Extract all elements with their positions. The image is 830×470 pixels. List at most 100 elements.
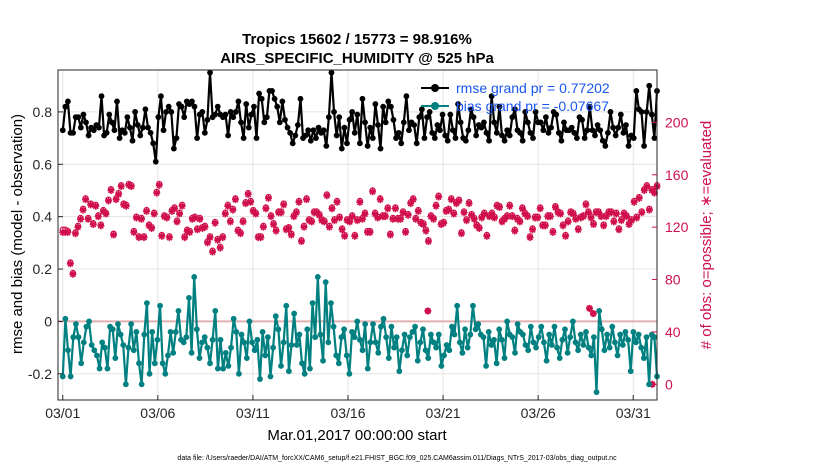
obs-possible-point: [295, 197, 303, 205]
rmse-point: [75, 114, 82, 121]
rmse-point: [152, 158, 159, 165]
obs-evaluated-point: [214, 236, 222, 244]
obs-evaluated-point: [556, 210, 564, 218]
bias-point: [404, 352, 411, 359]
obs-possible-point: [536, 204, 544, 211]
obs-possible-point: [214, 235, 221, 243]
obs-possible-point: [117, 182, 125, 189]
obs-evaluated-point: [625, 221, 633, 229]
x-tick-label: 03/26: [521, 405, 556, 421]
obs-possible-point: [204, 238, 211, 245]
bias-point: [146, 370, 153, 377]
bias-point: [451, 331, 458, 338]
obs-evaluated-point: [244, 190, 252, 198]
bias-point: [254, 336, 261, 343]
bias-point: [514, 321, 521, 327]
obs-possible-point: [130, 227, 138, 235]
obs-evaluated-point: [117, 183, 125, 191]
rmse-point: [532, 109, 539, 115]
obs-evaluated-point: [295, 198, 303, 206]
rmse-point: [274, 103, 281, 110]
obs-possible-point: [382, 212, 389, 219]
rmse-point: [85, 132, 92, 139]
obs-evaluated-point: [186, 228, 194, 236]
obs-possible-point: [481, 209, 488, 216]
bias-point: [370, 321, 376, 327]
rmse-point: [491, 119, 498, 126]
obs-evaluated-point: [82, 196, 90, 204]
obs-evaluated-point: [526, 234, 534, 242]
bias-point: [399, 347, 405, 354]
rmse-point: [65, 98, 71, 105]
obs-evaluated-point: [178, 202, 186, 210]
obs-evaluated-point: [430, 215, 438, 223]
obs-possible-point: [74, 222, 82, 230]
obs-possible-point: [491, 213, 498, 220]
obs-evaluated-point: [79, 206, 87, 214]
obs-possible-point: [562, 231, 569, 239]
obs-possible-point: [519, 204, 526, 211]
plot-area-frame: [57, 69, 658, 401]
obs-evaluated-point: [104, 197, 112, 205]
rmse-point: [320, 127, 327, 134]
obs-possible-point: [379, 212, 386, 219]
rmse-point: [302, 132, 309, 139]
bias-point: [99, 339, 106, 346]
bias-point: [391, 344, 397, 351]
obs-possible-point: [455, 196, 463, 203]
rmse-point: [506, 132, 513, 139]
obs-possible-point: [229, 205, 237, 213]
bias-point: [291, 310, 298, 317]
obs-possible-point: [496, 202, 503, 210]
rmse-point: [643, 109, 650, 115]
obs-evaluated-point: [341, 232, 349, 240]
bias-point: [575, 347, 582, 354]
obs-evaluated-point: [465, 200, 473, 208]
obs-possible-point: [509, 212, 516, 219]
bias-point: [459, 349, 466, 356]
rmse-point: [253, 135, 260, 141]
obs-evaluated-point: [585, 304, 593, 312]
bias-point: [272, 313, 279, 320]
rmse-point: [465, 127, 472, 134]
rmse-point: [385, 98, 392, 105]
obs-evaluated-point: [272, 227, 280, 235]
rmse-point: [548, 124, 554, 131]
bias-point: [330, 323, 337, 330]
obs-possible-point: [176, 209, 183, 216]
bias-point: [393, 334, 400, 341]
obs-evaluated-point: [470, 215, 478, 223]
obs-possible-point: [376, 195, 384, 202]
bias-point: [136, 360, 142, 367]
rmse-point: [400, 119, 407, 126]
obs-evaluated-point: [264, 194, 272, 202]
obs-evaluated-point: [308, 218, 316, 226]
rmse-point: [121, 129, 128, 136]
rmse-point: [623, 122, 629, 128]
bias-point: [301, 370, 308, 377]
bias-point: [412, 323, 418, 330]
obs-possible-point: [399, 208, 407, 215]
bias-point: [538, 323, 545, 330]
obs-evaluated-point: [442, 207, 450, 215]
rmse-point: [478, 124, 485, 131]
obs-evaluated-point: [498, 218, 506, 226]
y-left-tick-label: -0.2: [28, 366, 52, 382]
bias-point: [120, 342, 127, 348]
rmse-point: [646, 82, 653, 89]
bias-point: [159, 360, 166, 367]
x-tick-label: 03/31: [616, 405, 651, 421]
obs-possible-point: [435, 192, 442, 199]
obs-evaluated-point: [602, 213, 610, 221]
bias-point: [378, 323, 384, 330]
obs-possible-point: [316, 210, 323, 218]
bias-point: [78, 360, 85, 367]
obs-evaluated-point: [242, 200, 250, 208]
bias-point: [441, 352, 447, 359]
bias-point: [335, 360, 342, 367]
obs-possible-point: [156, 180, 163, 188]
obs-evaluated-point: [384, 205, 392, 213]
rmse-point: [282, 116, 288, 123]
obs-possible-point: [369, 187, 376, 194]
obs-evaluated-point: [536, 205, 544, 213]
